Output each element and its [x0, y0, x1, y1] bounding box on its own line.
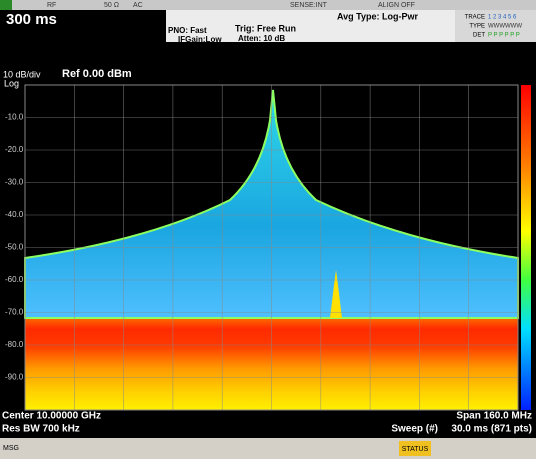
- y-tick-label: -10.0: [5, 113, 24, 122]
- span: Span 160.0 MHz: [456, 411, 532, 422]
- res-bw: Res BW 700 kHz: [2, 424, 80, 435]
- det-label: DET: [473, 33, 485, 39]
- y-tick-label: -30.0: [5, 178, 24, 187]
- lxi-icon: [0, 0, 12, 10]
- y-tick-label: -60.0: [5, 275, 24, 284]
- status-item: AC: [133, 2, 143, 9]
- sweep-label: Sweep (#): [391, 424, 438, 435]
- status-item: RF: [47, 2, 56, 9]
- graticule: [24, 84, 519, 411]
- sweep-box: [0, 10, 166, 42]
- atten: Atten: 10 dB: [238, 34, 285, 43]
- trace-box: [455, 10, 536, 42]
- mode: Log: [4, 78, 19, 88]
- y-tick-label: -50.0: [5, 243, 24, 252]
- msg: MSG: [3, 445, 19, 452]
- center-freq: Center 10.00000 GHz: [2, 411, 101, 422]
- y-tick-label: -70.0: [5, 308, 24, 317]
- trig: Trig: Free Run: [235, 23, 296, 33]
- status-item: ALIGN OFF: [378, 2, 415, 9]
- ref-level: Ref 0.00 dBm: [62, 68, 132, 80]
- status-bar: [0, 438, 536, 459]
- color-bar: [521, 85, 531, 410]
- type-values: WWWWWW: [488, 24, 522, 30]
- status-button[interactable]: [399, 441, 431, 456]
- avg-type: Avg Type: Log-Pwr: [337, 11, 418, 21]
- scale: 10 dB/div: [3, 69, 41, 79]
- pno: PNO: Fast: [168, 26, 207, 35]
- det-values: P P P P P P: [488, 33, 520, 39]
- trace-values: 1 2 3 4 5 6: [488, 15, 517, 21]
- spur-trace: [330, 270, 342, 318]
- status-item: SENSE:INT: [290, 2, 328, 9]
- status[interactable]: STATUS: [402, 446, 429, 453]
- ifgain: IFGain:Low: [178, 35, 222, 44]
- sweep-time: 300 ms: [6, 11, 57, 28]
- settings-panel: [166, 10, 455, 42]
- y-tick-label: -20.0: [5, 145, 24, 154]
- y-tick-label: -40.0: [5, 210, 24, 219]
- sweep: 30.0 ms (871 pts): [451, 424, 532, 435]
- y-tick-label: -80.0: [5, 340, 24, 349]
- trace-label: TRACE: [465, 15, 485, 21]
- status-item: 50 Ω: [104, 2, 119, 9]
- top-bar: [0, 0, 536, 10]
- y-tick-label: -90.0: [5, 373, 24, 382]
- type-label: TYPE: [469, 24, 485, 30]
